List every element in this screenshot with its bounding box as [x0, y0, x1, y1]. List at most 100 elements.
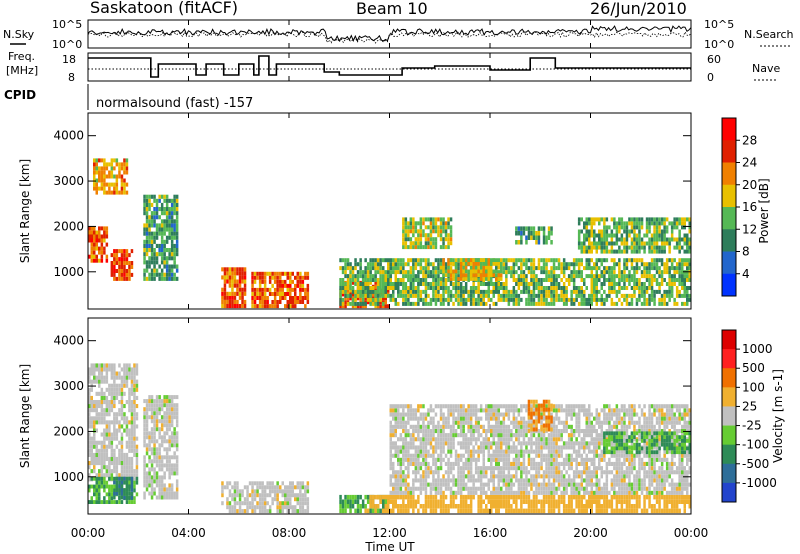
heatmap-cell — [686, 494, 689, 500]
heatmap-cell — [165, 399, 169, 404]
heatmap-cell — [339, 293, 342, 298]
heatmap-cell — [670, 286, 674, 290]
heatmap-cell — [495, 262, 498, 266]
heatmap-cell — [588, 494, 591, 500]
heatmap-cell — [437, 457, 440, 462]
heatmap-cell — [645, 229, 649, 234]
heatmap-cell — [301, 493, 305, 498]
heatmap-cell — [419, 404, 423, 409]
heatmap-cell — [623, 282, 626, 286]
heatmap-cell — [650, 237, 654, 242]
heatmap-cell — [346, 278, 350, 282]
heatmap-cell — [143, 256, 146, 261]
heatmap-cell — [620, 237, 624, 242]
heatmap-cell — [253, 489, 257, 494]
heatmap-cell — [590, 221, 593, 226]
heatmap-cell — [155, 471, 159, 476]
heatmap-cell — [231, 267, 234, 272]
heatmap-cell — [105, 230, 109, 235]
heatmap-cell — [585, 274, 588, 279]
heatmap-cell — [557, 293, 561, 298]
heatmap-cell — [100, 448, 104, 453]
heatmap-cell — [120, 416, 124, 421]
heatmap-cell — [673, 278, 676, 282]
heatmap-cell — [635, 249, 639, 254]
heatmap-cell — [135, 363, 139, 368]
heatmap-cell — [577, 293, 581, 298]
heatmap-cell — [593, 274, 596, 279]
heatmap-cell — [479, 478, 483, 483]
heatmap-cell — [482, 445, 485, 450]
heatmap-cell — [487, 262, 490, 266]
heatmap-cell — [640, 508, 644, 514]
heatmap-cell — [610, 233, 614, 238]
heatmap-cell — [417, 286, 420, 290]
heatmap-cell — [356, 304, 360, 309]
heatmap-cell — [650, 262, 654, 267]
heatmap-cell — [482, 269, 485, 274]
heatmap-cell — [640, 282, 644, 286]
heatmap-cell — [115, 428, 119, 433]
heatmap-cell — [454, 433, 458, 438]
heatmap-cell — [110, 492, 114, 497]
heatmap-cell — [113, 495, 116, 500]
heatmap-cell — [258, 493, 262, 498]
heatmap-cell — [145, 487, 149, 492]
heatmap-cell — [547, 278, 551, 282]
heatmap-cell — [364, 304, 367, 309]
heatmap-cell — [98, 250, 101, 255]
heatmap-cell — [449, 461, 453, 466]
heatmap-cell — [625, 278, 629, 282]
heatmap-cell — [238, 283, 242, 288]
heatmap-cell — [125, 428, 129, 433]
heatmap-cell — [133, 488, 136, 493]
heatmap-cell — [598, 245, 601, 250]
heatmap-cell — [434, 499, 438, 504]
heatmap-cell — [540, 266, 543, 271]
heatmap-cell — [349, 494, 352, 500]
heatmap-cell — [527, 289, 531, 294]
heatmap-cell — [238, 304, 242, 309]
heatmap-cell — [148, 260, 151, 265]
heatmap-cell — [429, 282, 433, 286]
heatmap-cell — [95, 379, 98, 384]
heatmap-cell — [565, 504, 568, 509]
heatmap-cell — [633, 286, 636, 290]
heatmap-cell — [635, 221, 639, 226]
heatmap-cell — [600, 229, 603, 234]
heatmap-cell — [364, 494, 367, 500]
heatmap-cell — [384, 504, 387, 509]
y-tick-label: 1000 — [53, 265, 84, 279]
heatmap-cell — [648, 221, 651, 226]
heatmap-cell — [258, 505, 262, 510]
heatmap-cell — [618, 245, 621, 250]
heatmap-cell — [266, 501, 269, 506]
heatmap-cell — [123, 375, 126, 380]
heatmap-cell — [379, 278, 382, 282]
heatmap-cell — [402, 441, 405, 446]
heatmap-cell — [681, 237, 684, 242]
heatmap-cell — [605, 499, 609, 504]
heatmap-cell — [364, 282, 367, 286]
heatmap-cell — [459, 420, 463, 425]
heatmap-cell — [98, 178, 101, 183]
heatmap-cell — [681, 262, 684, 267]
heatmap-cell — [424, 258, 428, 263]
heatmap-cell — [681, 278, 684, 282]
heatmap-cell — [379, 304, 382, 309]
heatmap-cell — [482, 474, 485, 479]
heatmap-cell — [429, 301, 433, 306]
heatmap-cell — [414, 478, 418, 483]
heatmap-cell — [376, 282, 380, 286]
heatmap-cell — [542, 289, 546, 294]
heatmap-cell — [241, 275, 244, 280]
heatmap-cell — [600, 286, 603, 290]
heatmap-cell — [663, 229, 666, 234]
heatmap-cell — [665, 258, 669, 263]
heatmap-cell — [397, 478, 400, 483]
heatmap-cell — [173, 463, 176, 468]
heatmap-cell — [231, 283, 234, 288]
heatmap-cell — [655, 233, 659, 238]
heatmap-cell — [155, 447, 159, 452]
heatmap-cell — [296, 501, 299, 506]
